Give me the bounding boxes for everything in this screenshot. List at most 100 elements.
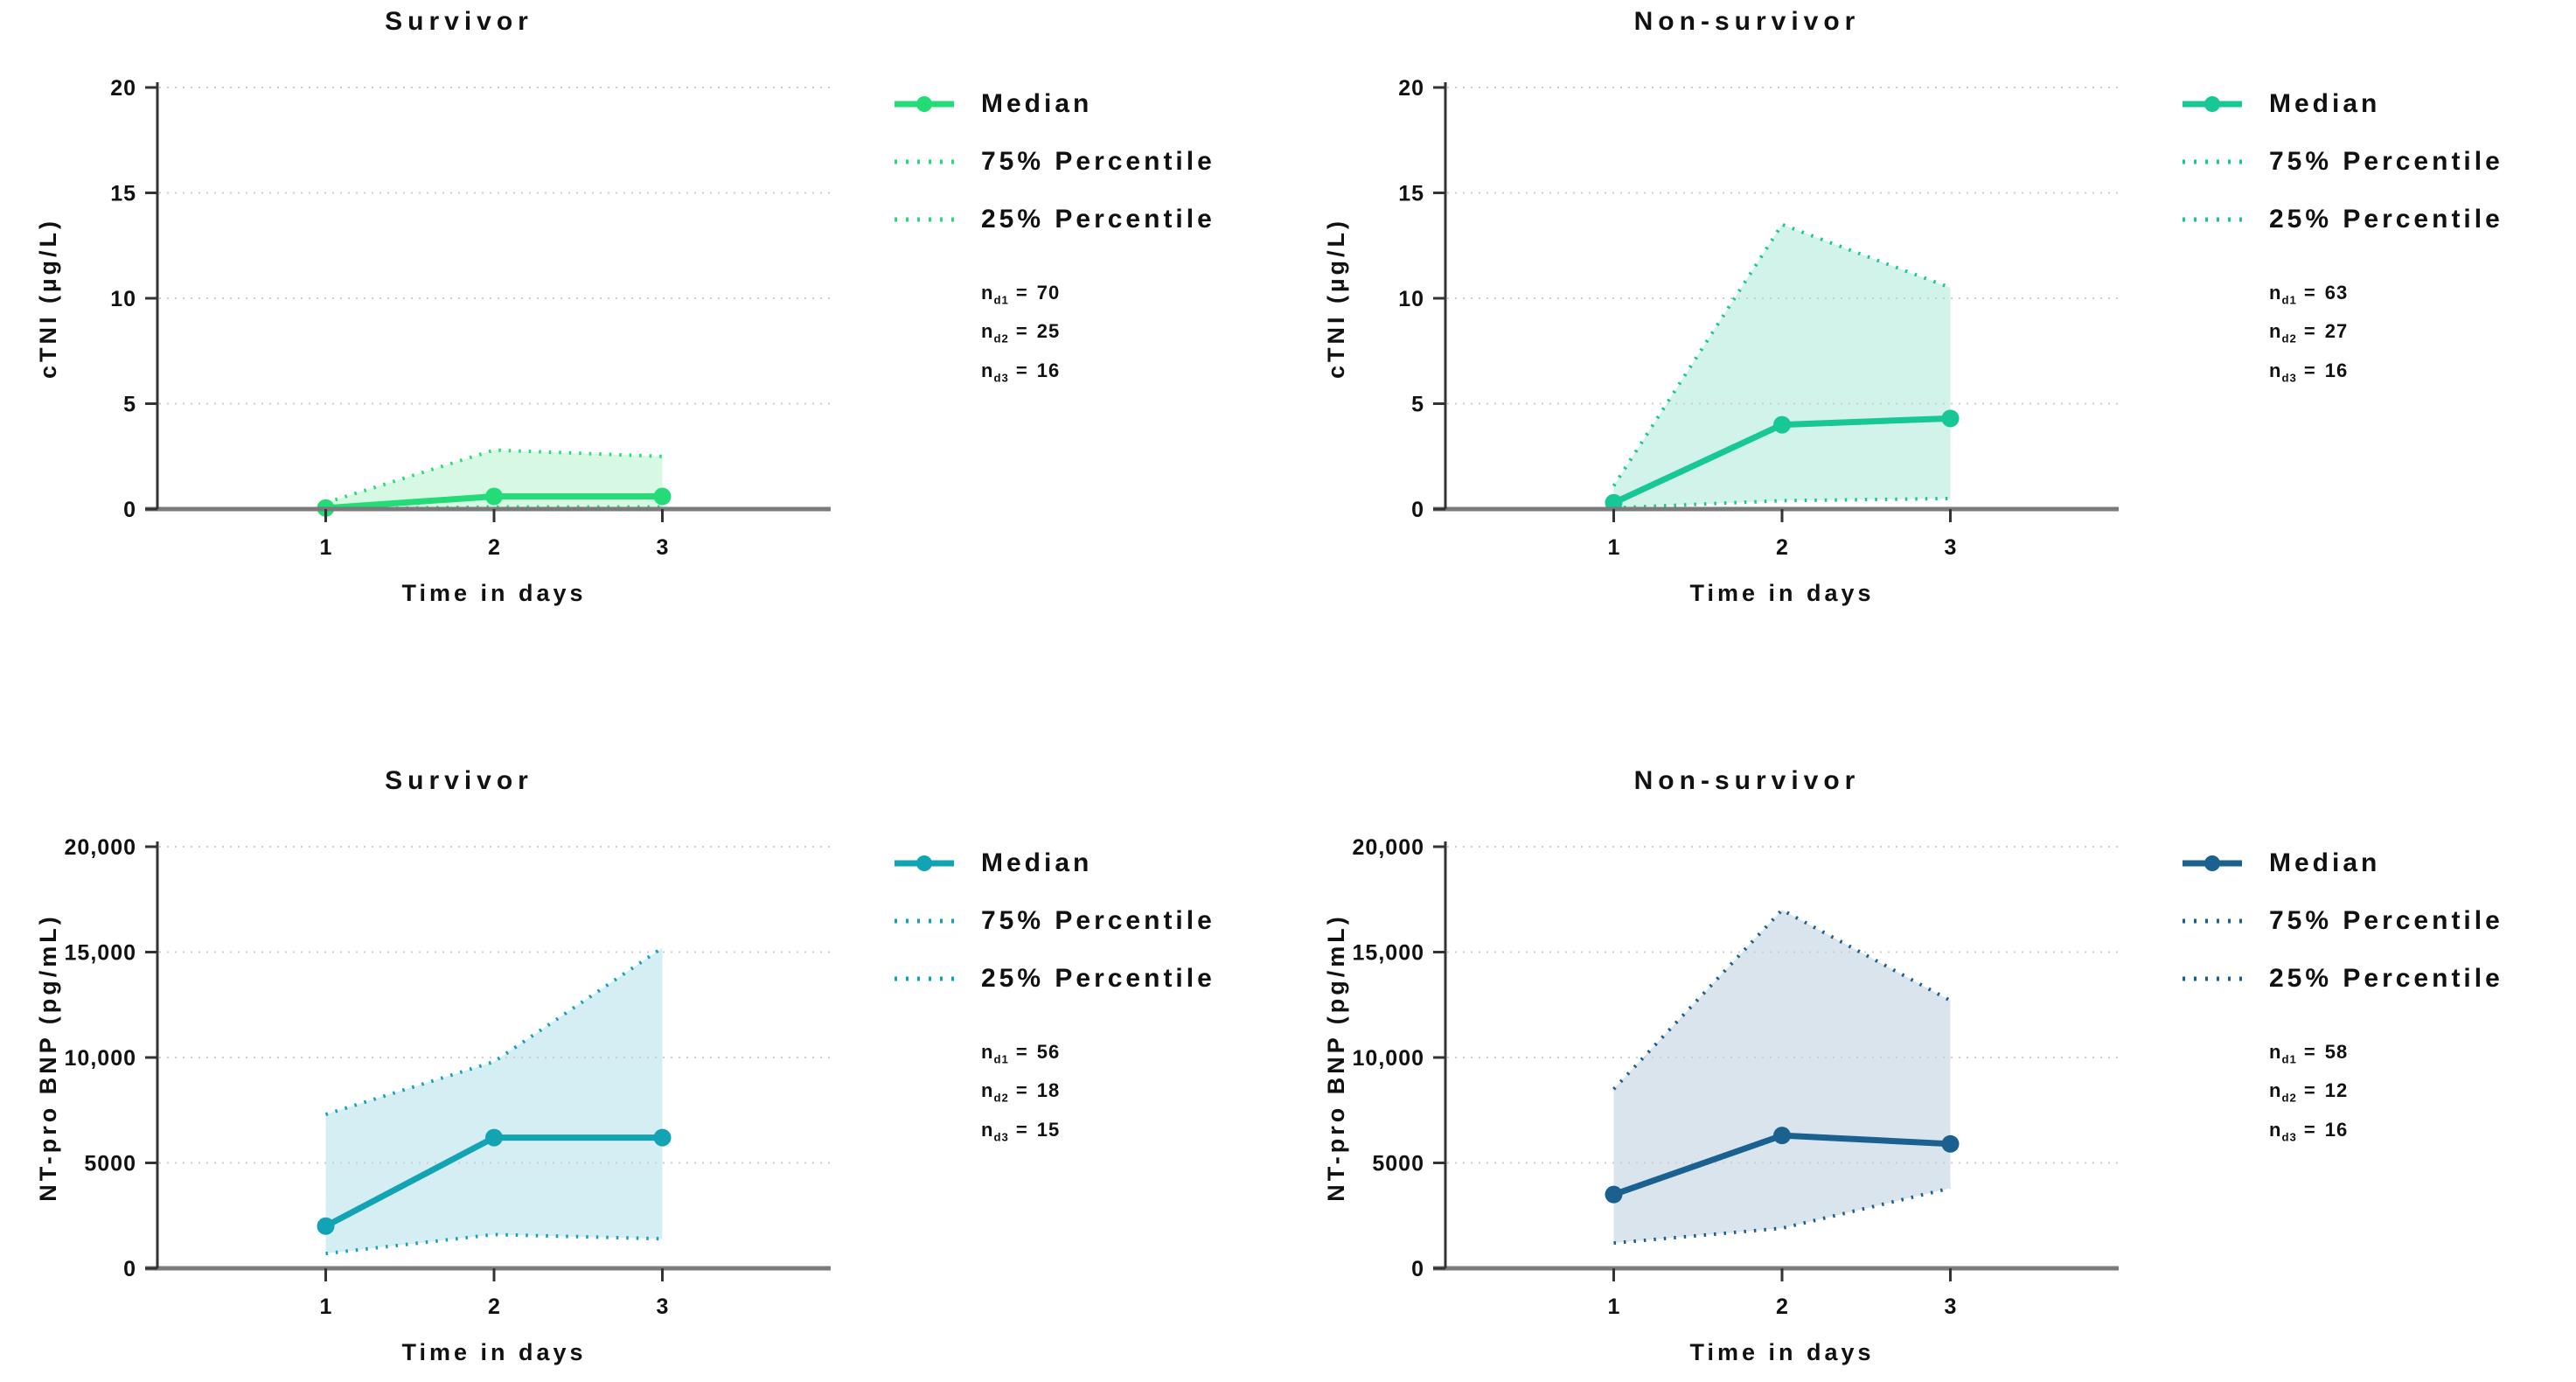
- n-annotation-d3: nd3 = 16: [981, 359, 1061, 385]
- x-tick-label: 1: [320, 1295, 332, 1319]
- legend-label: 75% Percentile: [981, 906, 1215, 935]
- y-tick-label: 0: [123, 1257, 136, 1281]
- median-line-icon: [2183, 855, 2242, 871]
- p75-line: [1612, 907, 1952, 1091]
- gridlines: [1447, 87, 2119, 405]
- bnp-nonsurvivor-plot: 0 5000 10,000 15,000 20,000 1 2 3 NT-pro BNP (pg…: [1323, 835, 2119, 1365]
- legend: Median 75% Percentile 25% Percentile: [892, 87, 1268, 236]
- iqr-band: [1613, 224, 1951, 508]
- x-tick-label: 3: [657, 1295, 669, 1319]
- panel-bnp-nonsurvivor: Non-survivor 0 5000 10,000 15,000 20,000 1 2 3 N…: [1288, 708, 2576, 1382]
- x-axis-title: Time in days: [401, 1339, 586, 1365]
- legend: Median 75% Percentile 25% Percentile: [2180, 847, 2556, 995]
- panel-ctni-nonsurvivor: Non-survivor 0 5 10 15 20 1 2 3 cTNI (µg/L) Time …: [1288, 0, 2576, 708]
- y-tick-label: 5: [123, 393, 136, 417]
- legend-panel: Median 75% Percentile 25% Percentile: [892, 796, 1268, 1157]
- y-tick-label: 20,000: [65, 835, 136, 860]
- y-tick-label: 10: [110, 287, 136, 311]
- legend-item-p25: 25% Percentile: [2180, 203, 2556, 236]
- dotted-line-icon: [2183, 918, 2242, 924]
- median-marker: [485, 487, 503, 506]
- n-annotation-d1: nd1 = 63: [2269, 282, 2349, 307]
- legend-item-p75: 75% Percentile: [892, 904, 1268, 938]
- n-annotation-d3: nd3 = 16: [2269, 1118, 2349, 1144]
- ctni-nonsurvivor-plot: 0 5 10 15 20 1 2 3 cTNI (µg/L) Time in days: [1323, 76, 2119, 606]
- n-annotation-d3: nd3 = 15: [981, 1118, 1061, 1144]
- n-annotation-d1: nd1 = 56: [981, 1041, 1061, 1066]
- legend-panel: Median 75% Percentile 25% Percentile: [892, 37, 1268, 398]
- gridlines: [1447, 846, 2119, 1164]
- legend-label: 75% Percentile: [2269, 906, 2503, 935]
- sample-size-block: nd1 = 58 nd2 = 12 nd3 = 16: [2269, 1041, 2556, 1143]
- legend-item-p25: 25% Percentile: [892, 203, 1268, 236]
- x-tick-label: 2: [1776, 1295, 1788, 1319]
- y-tick-label: 20,000: [1353, 835, 1424, 860]
- n-annotation-d2: nd2 = 25: [981, 320, 1061, 346]
- legend-label: Median: [2269, 89, 2381, 118]
- legend-label: 25% Percentile: [2269, 964, 2503, 993]
- y-axis-title: NT-pro BNP (pg/mL): [1323, 913, 1349, 1201]
- legend-label: 75% Percentile: [2269, 147, 2503, 176]
- legend-label: 25% Percentile: [2269, 205, 2503, 234]
- sample-size-block: nd1 = 56 nd2 = 18 nd3 = 15: [981, 1041, 1268, 1143]
- x-tick-label: 1: [320, 535, 332, 560]
- y-tick-label: 15: [110, 182, 136, 206]
- ctni-survivor-plot: 0 5 10 15 20 1 2 3 cTNI (µg/L) Time in days: [35, 76, 831, 606]
- chart-title: Non-survivor: [1633, 7, 1861, 36]
- sample-size-block: nd1 = 63 nd2 = 27 nd3 = 16: [2269, 282, 2556, 384]
- legend-item-p75: 75% Percentile: [892, 145, 1268, 178]
- y-tick-label: 0: [123, 498, 136, 522]
- n-annotation-d1: nd1 = 70: [981, 282, 1061, 307]
- gridlines: [159, 846, 831, 1164]
- y-tick-label: 0: [1411, 498, 1424, 522]
- panel-ctni-survivor: Survivor 0 5 10 15 20 1 2 3 cTNI (µg/L) Time in d…: [0, 0, 1288, 708]
- median-marker: [1941, 409, 1960, 428]
- y-tick-label: 20: [1398, 76, 1424, 101]
- median-marker: [1605, 1185, 1623, 1204]
- dotted-line-icon: [2183, 159, 2242, 164]
- chart-title: Survivor: [385, 7, 533, 36]
- dotted-line-icon: [895, 918, 954, 924]
- n-annotation-d3: nd3 = 16: [2269, 359, 2349, 385]
- x-axis-title: Time in days: [1689, 580, 1874, 606]
- dotted-line-icon: [895, 217, 954, 222]
- legend-label: 25% Percentile: [981, 964, 1215, 993]
- legend-label: Median: [981, 848, 1093, 877]
- legend-item-p25: 25% Percentile: [892, 962, 1268, 995]
- y-tick-label: 0: [1411, 1257, 1424, 1281]
- median-marker: [653, 1128, 672, 1147]
- y-tick-label: 10,000: [65, 1046, 136, 1071]
- x-axis-title: Time in days: [401, 580, 586, 606]
- panel-bnp-survivor: Survivor 0 5000 10,000 15,000 20,000 1 2 3 NT-pr…: [0, 708, 1288, 1382]
- y-tick-label: 10,000: [1353, 1046, 1424, 1071]
- p75-line: [324, 946, 664, 1116]
- legend-label: Median: [2269, 848, 2381, 877]
- legend-label: 75% Percentile: [981, 147, 1215, 176]
- legend-item-median: Median: [892, 87, 1268, 121]
- gridlines: [159, 87, 831, 405]
- sample-size-block: nd1 = 70 nd2 = 25 nd3 = 16: [981, 282, 1268, 384]
- median-marker: [1773, 1127, 1791, 1145]
- y-tick-label: 5000: [84, 1152, 136, 1176]
- n-annotation-d2: nd2 = 12: [2269, 1079, 2349, 1105]
- median-marker: [653, 487, 672, 506]
- chart-title: Survivor: [385, 766, 533, 795]
- dotted-line-icon: [2183, 217, 2242, 222]
- legend: Median 75% Percentile 25% Percentile: [892, 847, 1268, 995]
- bnp-survivor-plot: 0 5000 10,000 15,000 20,000 1 2 3 NT-pro BNP (pg…: [35, 835, 831, 1365]
- y-tick-label: 20: [110, 76, 136, 101]
- x-axis-title: Time in days: [1689, 1339, 1874, 1365]
- n-annotation-d2: nd2 = 27: [2269, 320, 2349, 346]
- x-tick-label: 2: [1776, 535, 1788, 560]
- median-marker: [317, 1217, 335, 1235]
- y-tick-label: 5: [1411, 393, 1424, 417]
- chart-title: Non-survivor: [1633, 766, 1861, 795]
- y-tick-label: 10: [1398, 287, 1424, 311]
- y-tick-label: 15,000: [1353, 941, 1424, 966]
- x-tick-label: 3: [657, 535, 669, 560]
- median-marker: [1773, 415, 1791, 434]
- legend-item-p25: 25% Percentile: [2180, 962, 2556, 995]
- legend-panel: Median 75% Percentile 25% Percentile: [2180, 37, 2556, 398]
- median-marker: [1941, 1134, 1960, 1153]
